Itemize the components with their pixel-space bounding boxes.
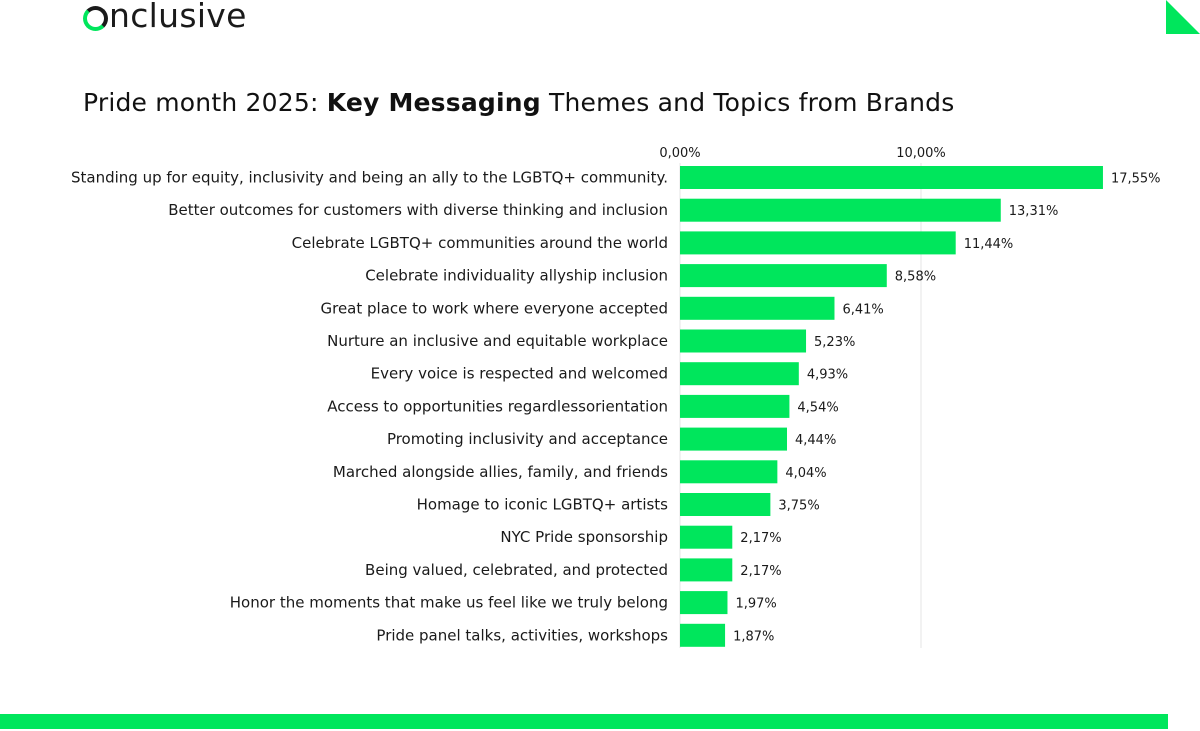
category-label: Every voice is respected and welcomed: [371, 365, 668, 383]
category-label: Pride panel talks, activities, workshops: [376, 626, 668, 644]
bar: [680, 558, 733, 582]
title-prefix: Pride month 2025:: [83, 88, 327, 117]
category-label: Great place to work where everyone accep…: [320, 299, 668, 317]
data-label: 3,75%: [778, 499, 819, 514]
category-label: Standing up for equity, inclusivity and …: [71, 169, 668, 187]
title-suffix: Themes and Topics from Brands: [540, 88, 955, 117]
data-label: 1,97%: [735, 597, 776, 612]
category-label: Celebrate LGBTQ+ communities around the …: [292, 234, 668, 252]
category-label: Promoting inclusivity and acceptance: [387, 430, 668, 448]
category-label: Marched alongside allies, family, and fr…: [333, 463, 668, 481]
category-label: Being valued, celebrated, and protected: [365, 561, 668, 579]
logo-text: nclusive: [109, 0, 247, 35]
bar: [680, 427, 788, 451]
bar: [680, 296, 835, 320]
data-label: 6,41%: [842, 302, 883, 317]
title-bold: Key Messaging: [326, 88, 541, 117]
bar: [680, 394, 790, 418]
category-label: Access to opportunities regardlessorient…: [327, 397, 668, 415]
category-label: Homage to iconic LGBTQ+ artists: [417, 496, 669, 514]
category-label: Better outcomes for customers with diver…: [168, 201, 668, 219]
data-label: 11,44%: [964, 237, 1014, 252]
data-label: 8,58%: [895, 270, 936, 285]
bar: [680, 591, 728, 615]
bar: [680, 362, 799, 386]
data-label: 13,31%: [1009, 204, 1059, 219]
bar: [680, 198, 1001, 222]
data-label: 4,04%: [785, 466, 826, 481]
onclusive-logo: nclusive: [83, 0, 247, 35]
bar: [680, 231, 956, 255]
footer-accent-bar: [0, 714, 1168, 729]
data-label: 2,17%: [740, 531, 781, 546]
category-label: NYC Pride sponsorship: [500, 528, 668, 546]
data-label: 4,54%: [797, 400, 838, 415]
bar-chart: 0,00% 10,00% Standing up for equity, inclu…: [71, 146, 1161, 648]
data-label: 1,87%: [733, 629, 774, 644]
data-label: 4,44%: [795, 433, 836, 448]
data-label: 2,17%: [740, 564, 781, 579]
x-tick-label: 0,00%: [659, 146, 700, 161]
category-label: Celebrate individuality allyship inclusi…: [365, 267, 668, 285]
data-label: 17,55%: [1111, 172, 1161, 187]
category-label: Nurture an inclusive and equitable workp…: [327, 332, 668, 350]
bar: [680, 264, 887, 288]
logo-o-mark: [83, 6, 108, 31]
bar: [680, 525, 733, 549]
bar: [680, 166, 1103, 189]
bar: [680, 460, 778, 484]
data-label: 5,23%: [814, 335, 855, 350]
chart-title: Pride month 2025: Key Messaging Themes a…: [83, 88, 954, 117]
category-label: Honor the moments that make us feel like…: [230, 594, 668, 612]
corner-triangle-icon: [1166, 0, 1200, 34]
bar: [680, 623, 726, 647]
bar: [680, 329, 807, 353]
bar: [680, 493, 771, 516]
x-tick-label: 10,00%: [896, 146, 946, 161]
data-label: 4,93%: [807, 368, 848, 383]
